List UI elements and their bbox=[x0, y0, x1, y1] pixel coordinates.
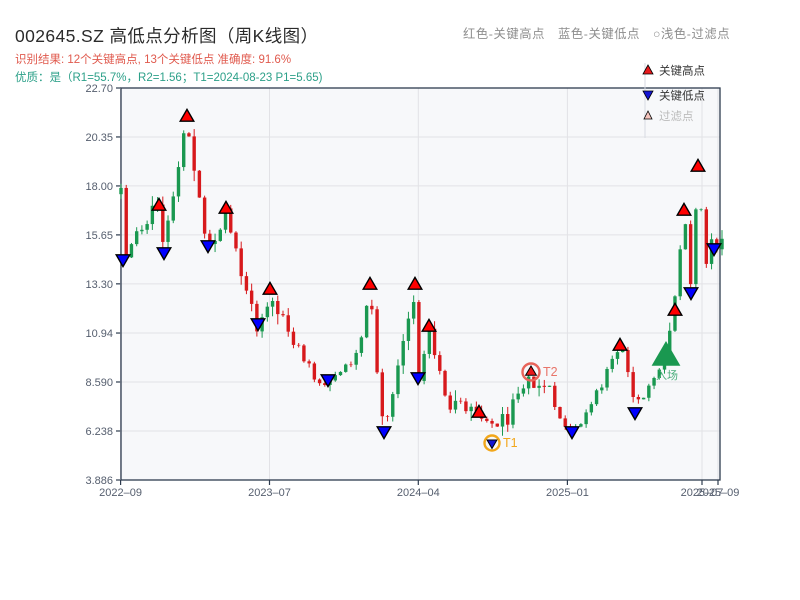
svg-text:入场: 入场 bbox=[656, 368, 678, 382]
svg-text:8.590: 8.590 bbox=[85, 377, 113, 389]
svg-text:2023–07: 2023–07 bbox=[248, 487, 291, 499]
svg-text:22.70: 22.70 bbox=[85, 83, 113, 95]
svg-text:T1: T1 bbox=[503, 436, 518, 450]
svg-text:10.94: 10.94 bbox=[85, 328, 113, 340]
svg-text:T2: T2 bbox=[543, 365, 558, 379]
svg-text:13.30: 13.30 bbox=[85, 279, 113, 291]
svg-text:2024–04: 2024–04 bbox=[397, 487, 440, 499]
svg-text:2025–01: 2025–01 bbox=[546, 487, 589, 499]
svg-text:3.886: 3.886 bbox=[85, 475, 113, 487]
svg-text:20.35: 20.35 bbox=[85, 132, 113, 144]
svg-text:6.238: 6.238 bbox=[85, 426, 113, 438]
svg-text:2022–09: 2022–09 bbox=[99, 487, 142, 499]
svg-text:过滤点: 过滤点 bbox=[659, 110, 694, 123]
svg-text:15.65: 15.65 bbox=[85, 230, 113, 242]
svg-text:关键低点: 关键低点 bbox=[659, 89, 705, 103]
svg-text:2025–09: 2025–09 bbox=[697, 487, 740, 499]
svg-text:18.00: 18.00 bbox=[85, 181, 113, 193]
svg-text:关键高点: 关键高点 bbox=[659, 64, 705, 78]
